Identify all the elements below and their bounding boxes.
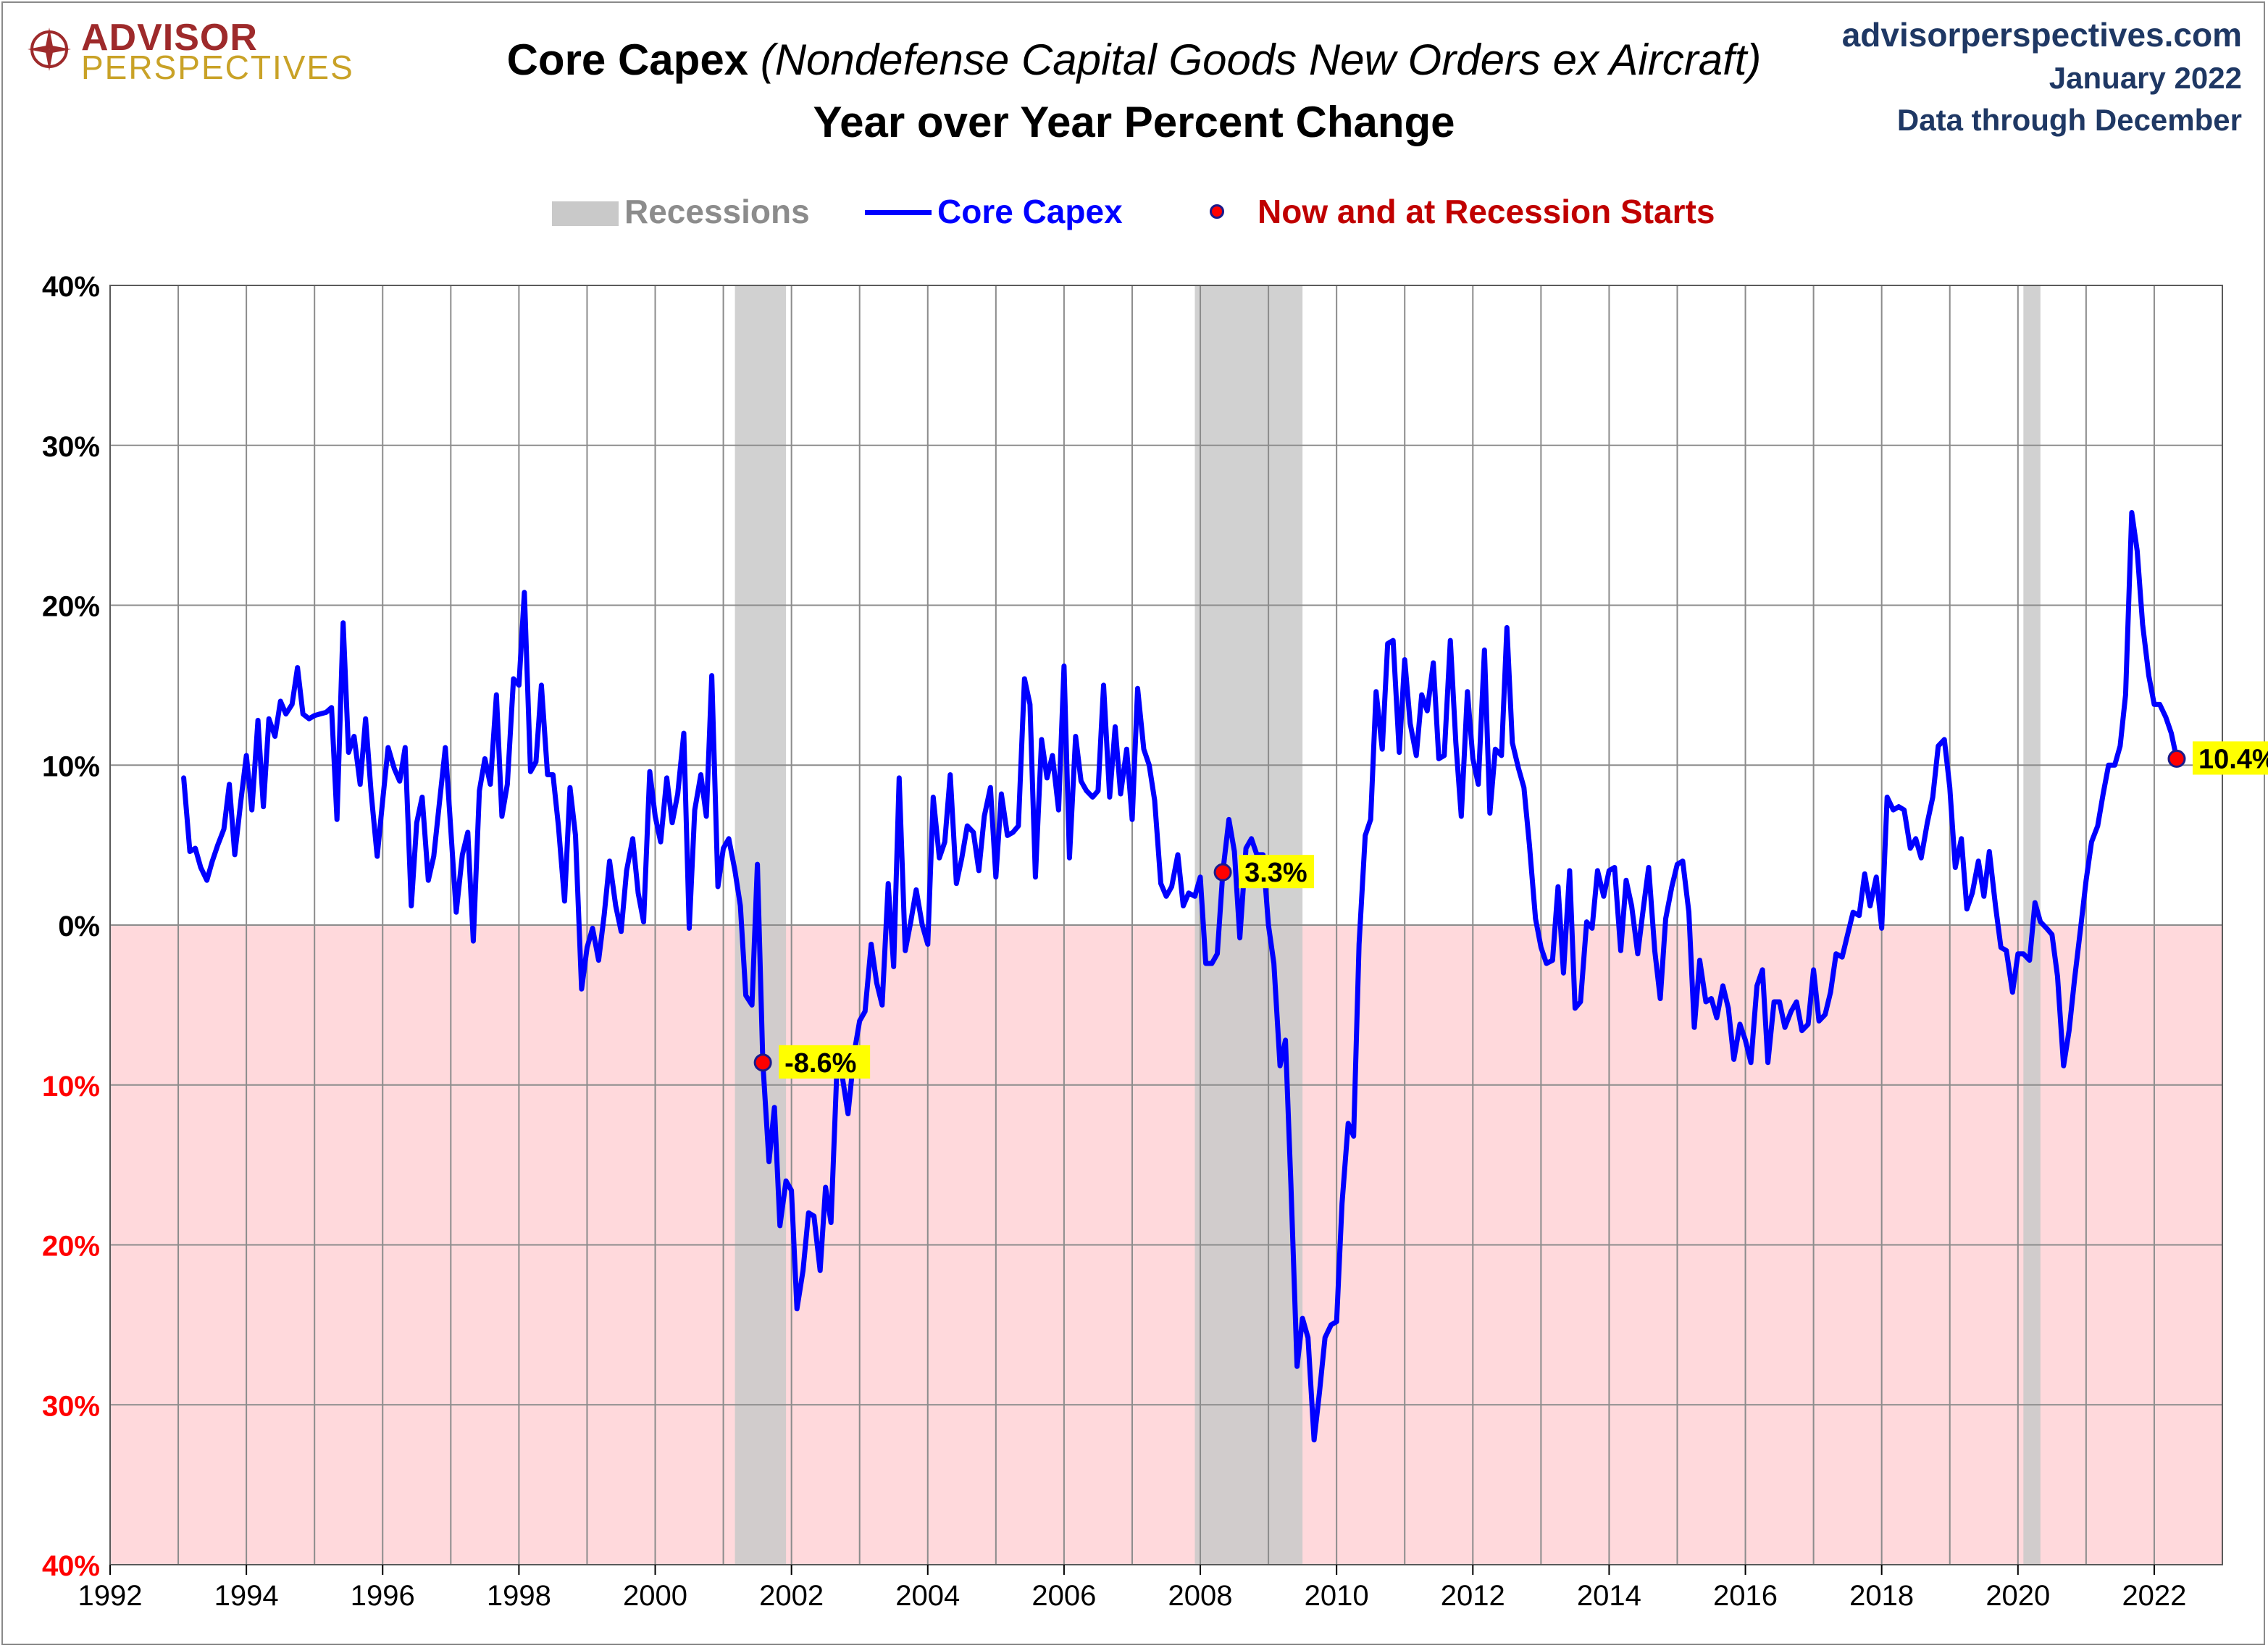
- x-tick-label: 2016: [1713, 1580, 1778, 1612]
- y-tick-label: 0%: [58, 911, 100, 942]
- source-site: advisorperspectives.com: [1841, 16, 2242, 54]
- y-tick-label: 10%: [42, 1071, 100, 1103]
- y-tick-label: 40%: [42, 271, 100, 303]
- legend-marker-swatch: [1210, 204, 1224, 219]
- x-tick-label: 1998: [487, 1580, 551, 1612]
- x-tick-label: 2004: [895, 1580, 960, 1612]
- y-tick-label: 40%: [42, 1550, 100, 1582]
- x-tick-label: 1992: [78, 1580, 143, 1612]
- marker-callout-label: -8.6%: [784, 1048, 856, 1079]
- marker-callout-label: 10.4%: [2198, 744, 2268, 774]
- plot-border: [109, 285, 2223, 1565]
- x-tick-label: 2000: [623, 1580, 687, 1612]
- recession-marker-dot: [753, 1053, 772, 1072]
- x-tick-label: 2022: [2122, 1580, 2186, 1612]
- x-tick-label: 1996: [351, 1580, 415, 1612]
- legend-markers-label: Now and at Recession Starts: [1258, 193, 1715, 230]
- marker-callout-box: [2192, 741, 2268, 775]
- logo-wordmark-bottom: PERSPECTIVES: [81, 49, 354, 86]
- y-tick-label: 10%: [42, 750, 100, 782]
- compass-logo-icon: [28, 28, 71, 71]
- marker-callout-box: [779, 1045, 871, 1079]
- x-tick-label: 2012: [1441, 1580, 1505, 1612]
- source-date: January 2022: [2049, 61, 2242, 95]
- x-tick-label: 2020: [1985, 1580, 2050, 1612]
- logo-wordmark-top: ADVISOR: [81, 17, 258, 59]
- marker-callout-box: [1239, 855, 1315, 889]
- x-tick-label: 2002: [759, 1580, 824, 1612]
- x-tick-label: 2006: [1032, 1580, 1096, 1612]
- chart-title: Core Capex (Nondefense Capital Goods New…: [0, 35, 2268, 85]
- legend-recessions-label: Recessions: [624, 193, 810, 230]
- y-tick-label: 20%: [42, 1231, 100, 1263]
- legend-recessions-swatch: [552, 201, 619, 226]
- chart-title-italic: (Nondefense Capital Goods New Orders ex …: [760, 35, 1762, 84]
- recession-marker-dot: [1213, 863, 1232, 882]
- recession-marker-dot: [2167, 749, 2186, 768]
- x-tick-label: 2010: [1305, 1580, 1369, 1612]
- legend-series-label: Core Capex: [937, 193, 1123, 230]
- x-tick-label: 2014: [1577, 1580, 1641, 1612]
- chart-subtitle: Year over Year Percent Change: [813, 98, 1455, 146]
- chart-title-main: Core Capex: [506, 35, 749, 84]
- x-tick-label: 2008: [1168, 1580, 1233, 1612]
- y-tick-label: 20%: [42, 591, 100, 623]
- series-line-core-capex: [181, 510, 2180, 1443]
- y-tick-label: 30%: [42, 1390, 100, 1422]
- y-tick-label: 30%: [42, 431, 100, 463]
- x-tick-label: 1994: [214, 1580, 279, 1612]
- marker-callout-label: 3.3%: [1244, 858, 1307, 888]
- source-note: Data through December: [1896, 103, 2242, 137]
- x-tick-label: 2018: [1849, 1580, 1914, 1612]
- legend-series-swatch: [865, 210, 932, 215]
